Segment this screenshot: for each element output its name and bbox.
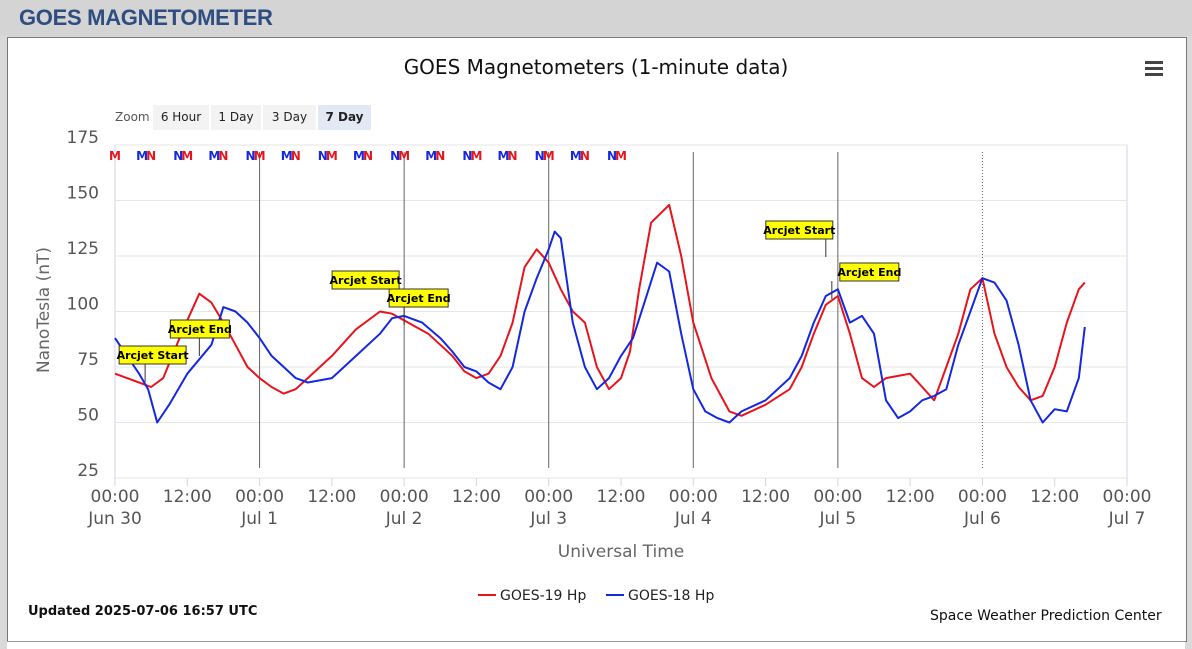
y-tick-label: 150 <box>67 184 99 204</box>
x-tick-label: 00:00 <box>91 487 140 507</box>
arcjet-label: Arcjet End <box>387 292 451 305</box>
y-tick-label: 100 <box>67 295 99 315</box>
mn-marker: N <box>580 149 590 163</box>
mn-marker: M <box>615 149 627 163</box>
arcjet-flag <box>388 288 449 308</box>
arcjet-label: Arcjet Start <box>117 349 189 362</box>
x-tick-date-label: Jul 6 <box>963 509 1001 529</box>
arcjet-label: Arcjet End <box>168 323 232 336</box>
mn-marker: M <box>425 149 437 163</box>
x-tick-label: 00:00 <box>813 487 862 507</box>
x-tick-label: 12:00 <box>597 487 646 507</box>
x-tick-label: 00:00 <box>235 487 284 507</box>
x-tick-label: 12:00 <box>163 487 212 507</box>
page-header: GOES MAGNETOMETER <box>0 0 1192 36</box>
mn-marker: N <box>462 149 472 163</box>
arcjet-label: Arcjet Start <box>763 224 835 237</box>
x-tick-date-label: Jun 30 <box>87 509 142 529</box>
y-tick-label: 50 <box>77 406 99 426</box>
mn-marker: M <box>470 149 482 163</box>
x-tick-date-label: Jul 3 <box>529 509 567 529</box>
legend-item: GOES-19 Hp <box>500 588 586 604</box>
mn-marker: M <box>498 149 510 163</box>
next-panel-edge <box>7 641 1185 649</box>
x-tick-label: 00:00 <box>524 487 573 507</box>
zoom-3-day-button[interactable]: 3 Day <box>263 105 316 130</box>
x-tick-date-label: Jul 1 <box>240 509 278 529</box>
y-tick-label: 25 <box>77 461 99 481</box>
x-tick-label: 12:00 <box>307 487 356 507</box>
mn-marker: M <box>208 149 220 163</box>
mn-marker: M <box>353 149 365 163</box>
mn-marker: N <box>146 149 156 163</box>
mn-marker: N <box>363 149 373 163</box>
mn-marker: N <box>535 149 545 163</box>
mn-marker: M <box>281 149 293 163</box>
mn-marker: N <box>218 149 228 163</box>
arcjet-flag <box>331 270 400 290</box>
arcjet-flag <box>169 319 230 339</box>
mn-marker: N <box>318 149 328 163</box>
x-tick-label: 00:00 <box>669 487 718 507</box>
mn-marker: M <box>181 149 193 163</box>
x-tick-label: 12:00 <box>452 487 501 507</box>
mn-marker: M <box>326 149 338 163</box>
updated-timestamp: Updated 2025-07-06 16:57 UTC <box>28 604 258 619</box>
zoom-1-day-button[interactable]: 1 Day <box>211 105 261 130</box>
mn-marker: N <box>607 149 617 163</box>
x-tick-label: 00:00 <box>958 487 1007 507</box>
series-line-goes19 <box>114 203 1086 417</box>
mn-marker: N <box>435 149 445 163</box>
y-tick-label: 75 <box>77 350 99 370</box>
mn-marker: M <box>543 149 555 163</box>
zoom-label: Zoom <box>115 110 150 124</box>
credits-link[interactable]: Space Weather Prediction Center <box>930 608 1162 624</box>
mn-marker: N <box>246 149 256 163</box>
mn-marker: M <box>136 149 148 163</box>
mn-marker: N <box>291 149 301 163</box>
x-tick-date-label: Jul 5 <box>818 509 856 529</box>
x-tick-label: 12:00 <box>886 487 935 507</box>
zoom-6-hour-button[interactable]: 6 Hour <box>153 105 209 130</box>
arcjet-label: Arcjet Start <box>330 274 402 287</box>
x-tick-date-label: Jul 2 <box>385 509 423 529</box>
x-tick-label: 00:00 <box>380 487 429 507</box>
y-axis-title: NanoTesla (nT) <box>34 247 54 373</box>
mn-marker: N <box>173 149 183 163</box>
x-tick-label: 00:00 <box>1103 487 1152 507</box>
mn-marker: M <box>109 149 121 163</box>
arcjet-label: Arcjet End <box>837 266 901 279</box>
mn-marker: M <box>570 149 582 163</box>
x-tick-date-label: Jul 7 <box>1108 509 1146 529</box>
x-axis-title: Universal Time <box>558 542 684 562</box>
arcjet-flag <box>765 220 834 240</box>
mn-marker: N <box>390 149 400 163</box>
page-title: GOES MAGNETOMETER <box>19 5 273 30</box>
y-tick-label: 175 <box>67 128 99 148</box>
y-tick-label: 125 <box>67 239 99 259</box>
mn-marker: N <box>508 149 518 163</box>
chart-panel <box>7 37 1187 642</box>
x-tick-label: 12:00 <box>1030 487 1079 507</box>
chart-title: GOES Magnetometers (1-minute data) <box>403 55 789 79</box>
chart-menu-icon[interactable] <box>1145 61 1163 77</box>
arcjet-flag <box>839 262 900 282</box>
series-line-goes18 <box>114 230 1086 424</box>
mn-marker: M <box>254 149 266 163</box>
legend-item: GOES-18 Hp <box>628 588 714 604</box>
arcjet-flag <box>118 345 187 365</box>
x-tick-label: 12:00 <box>741 487 790 507</box>
mn-marker: M <box>398 149 410 163</box>
x-tick-date-label: Jul 4 <box>674 509 712 529</box>
zoom-7-day-button[interactable]: 7 Day <box>318 105 371 130</box>
